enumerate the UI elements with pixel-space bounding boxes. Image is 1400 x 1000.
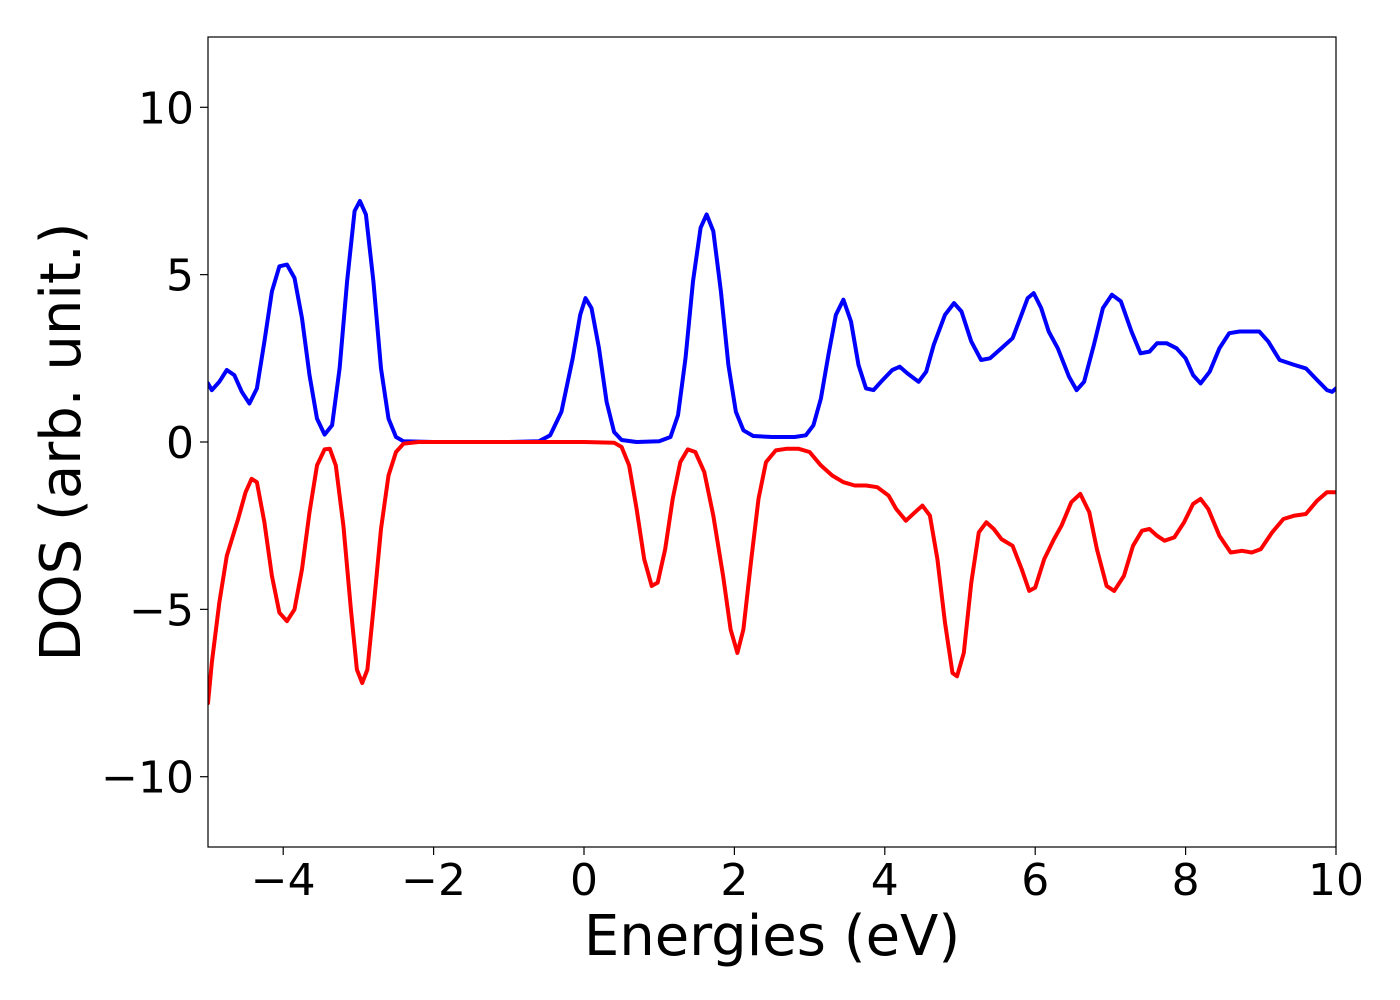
x-axis: −4 −2 0 2 4 6 8 10 [251,847,1364,906]
x-tick-label: 6 [1021,855,1049,906]
series-line-1 [208,440,1336,706]
x-tick-label: 4 [871,855,899,906]
series-layer [208,199,1336,706]
y-tick-label: 10 [138,83,194,134]
x-tick-label: −4 [251,855,316,906]
y-tick-label: −5 [129,585,194,636]
y-tick-label: −10 [101,753,194,804]
x-axis-title: Energies (eV) [584,904,960,969]
x-tick-label: 8 [1172,855,1200,906]
series-line-0 [208,199,1336,444]
y-axis-title: DOS (arb. unit.) [29,222,94,661]
y-tick-label: 0 [166,418,194,469]
y-tick-label: 5 [166,251,194,302]
x-tick-label: 10 [1308,855,1364,906]
x-tick-label: 2 [720,855,748,906]
x-tick-label: 0 [570,855,598,906]
x-tick-label: −2 [401,855,466,906]
y-axis: −10 −5 0 5 10 [101,83,208,804]
